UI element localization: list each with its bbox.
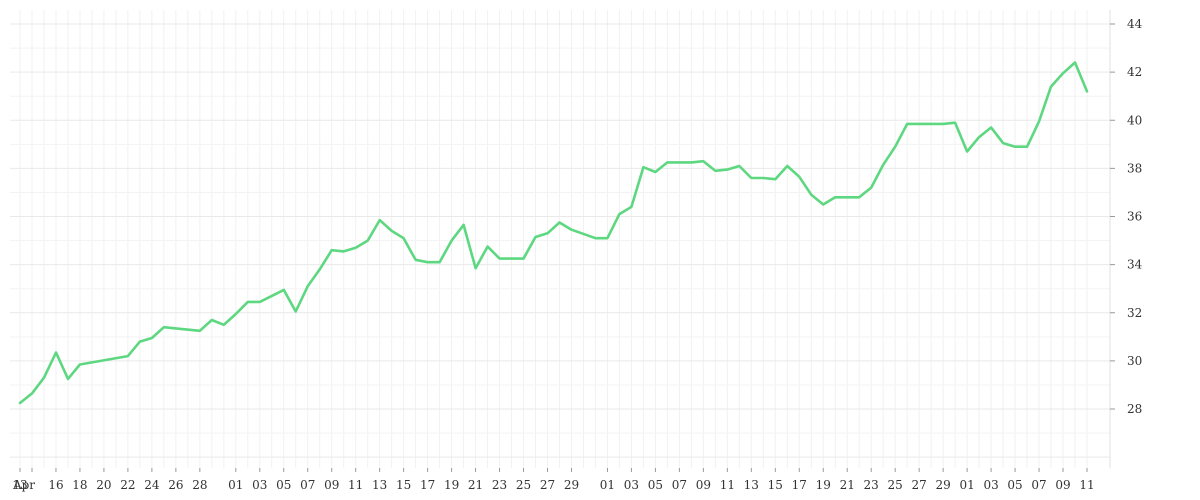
x-tick-label: 05 [276, 478, 291, 492]
x-tick-label: 29 [935, 478, 950, 492]
x-tick-label: 23 [864, 478, 879, 492]
x-tick-label: 27 [912, 478, 927, 492]
series-line [18, 61, 1089, 405]
x-tick-label: 15 [396, 478, 411, 492]
x-tick-label: 03 [624, 478, 639, 492]
y-tick-label: 44 [1127, 17, 1143, 31]
x-tick-label: 11 [1079, 478, 1094, 492]
x-tick-label: 03 [983, 478, 998, 492]
x-tick-label: Apr [12, 478, 35, 492]
x-tick-label: 05 [1007, 478, 1022, 492]
x-tick-label: 21 [840, 478, 855, 492]
x-tick-label: 20 [96, 478, 111, 492]
x-tick-label: 01 [600, 478, 615, 492]
x-tick-label: 09 [1055, 478, 1070, 492]
x-tick-label: 03 [252, 478, 267, 492]
x-tick-label: 11 [720, 478, 735, 492]
x-tick-label: 13 [12, 478, 27, 492]
x-tick-label: 25 [888, 478, 903, 492]
x-tick-label: 18 [72, 478, 87, 492]
x-tick-label: 17 [420, 478, 435, 492]
x-tick-label: 19 [444, 478, 459, 492]
chart-series [18, 61, 1089, 405]
x-tick-label: 26 [168, 478, 183, 492]
x-tick-label: 15 [768, 478, 783, 492]
chart-grid [10, 10, 1110, 468]
y-tick-label: 42 [1127, 65, 1142, 79]
x-tick-label: 22 [120, 478, 135, 492]
x-tick-label: 16 [48, 478, 63, 492]
y-tick-label: 34 [1127, 258, 1143, 272]
x-tick-label: 19 [816, 478, 831, 492]
y-tick-label: 28 [1127, 402, 1142, 416]
x-tick-label: 01 [959, 478, 974, 492]
x-tick-label: 05 [648, 478, 663, 492]
x-tick-label: 21 [468, 478, 483, 492]
x-tick-label: 27 [540, 478, 555, 492]
x-tick-label: 25 [516, 478, 531, 492]
x-tick-label: 28 [192, 478, 207, 492]
y-axis-ticks: 28 30 32 34 36 38 40 42 44 [1110, 17, 1143, 416]
y-tick-label: 32 [1127, 306, 1142, 320]
x-tick-label: 29 [564, 478, 579, 492]
y-tick-label: 38 [1127, 161, 1142, 175]
x-tick-label: 07 [672, 478, 687, 492]
y-tick-label: 30 [1127, 354, 1142, 368]
x-tick-label: 23 [492, 478, 507, 492]
y-tick-label: 36 [1127, 210, 1142, 224]
x-tick-label: 13 [744, 478, 759, 492]
x-tick-label: 07 [1031, 478, 1046, 492]
x-tick-label: 09 [324, 478, 339, 492]
x-tick-label: 09 [696, 478, 711, 492]
x-tick-label: 07 [300, 478, 315, 492]
x-tick-label: 24 [144, 478, 160, 492]
x-tick-label: 13 [372, 478, 387, 492]
x-tick-label: 01 [228, 478, 243, 492]
x-tick-label: 11 [348, 478, 363, 492]
x-tick-label: 17 [792, 478, 807, 492]
y-tick-label: 40 [1127, 113, 1142, 127]
